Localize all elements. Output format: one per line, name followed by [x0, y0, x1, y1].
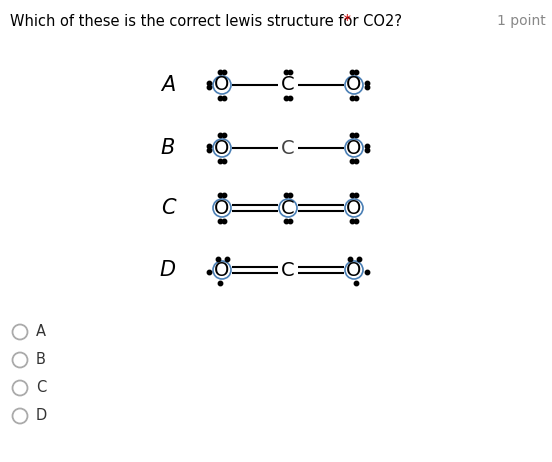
Text: O: O	[346, 199, 362, 218]
Text: C: C	[161, 198, 176, 218]
Text: 1 point: 1 point	[497, 14, 546, 28]
Text: B: B	[161, 138, 175, 158]
Text: O: O	[214, 139, 230, 158]
Text: C: C	[281, 75, 295, 95]
Text: D: D	[160, 260, 176, 280]
Text: D: D	[36, 408, 47, 424]
Text: O: O	[346, 139, 362, 158]
Text: O: O	[346, 261, 362, 280]
Text: A: A	[36, 324, 46, 340]
Text: B: B	[36, 353, 46, 367]
Text: C: C	[281, 199, 295, 218]
Text: C: C	[281, 261, 295, 280]
Text: O: O	[214, 261, 230, 280]
Text: C: C	[36, 381, 46, 395]
Text: O: O	[214, 199, 230, 218]
Text: O: O	[346, 75, 362, 95]
Text: Which of these is the correct lewis structure for CO2?: Which of these is the correct lewis stru…	[10, 14, 402, 29]
Text: C: C	[281, 139, 295, 158]
Text: A: A	[161, 75, 175, 95]
Text: *: *	[339, 14, 351, 29]
Text: O: O	[214, 75, 230, 95]
